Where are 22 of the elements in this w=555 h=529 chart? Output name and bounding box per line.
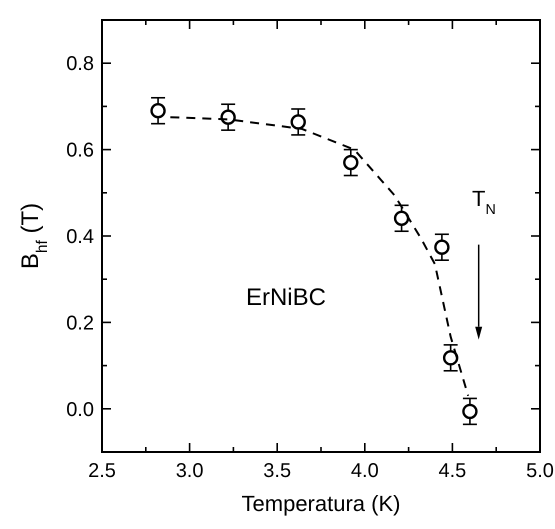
x-axis-title: Temperatura (K) [242, 491, 400, 516]
x-tick-label: 4.0 [350, 460, 379, 482]
point [462, 404, 478, 420]
y-tick-label: 0.4 [66, 226, 94, 248]
point [290, 114, 306, 130]
point [394, 210, 410, 226]
annotation: ErNiBC [246, 284, 326, 312]
x-tick-label: 3.5 [263, 460, 292, 482]
x-tick-label: 4.5 [438, 460, 466, 482]
y-tick-label: 0.8 [66, 53, 94, 76]
x-tick-label: 5.0 [526, 460, 554, 482]
point [442, 350, 458, 366]
point [434, 240, 450, 255]
y-tick-label: 0.6 [66, 140, 94, 162]
y-tick-label: 0.2 [66, 312, 94, 334]
point [150, 103, 166, 118]
x-tick-label: 2.5 [88, 460, 116, 482]
point [220, 110, 236, 125]
annotation: T$_{N}$ [472, 186, 496, 218]
y-tick-label: 0.0 [66, 398, 94, 421]
point [343, 154, 358, 170]
x-tick-label: 3.0 [176, 460, 204, 482]
